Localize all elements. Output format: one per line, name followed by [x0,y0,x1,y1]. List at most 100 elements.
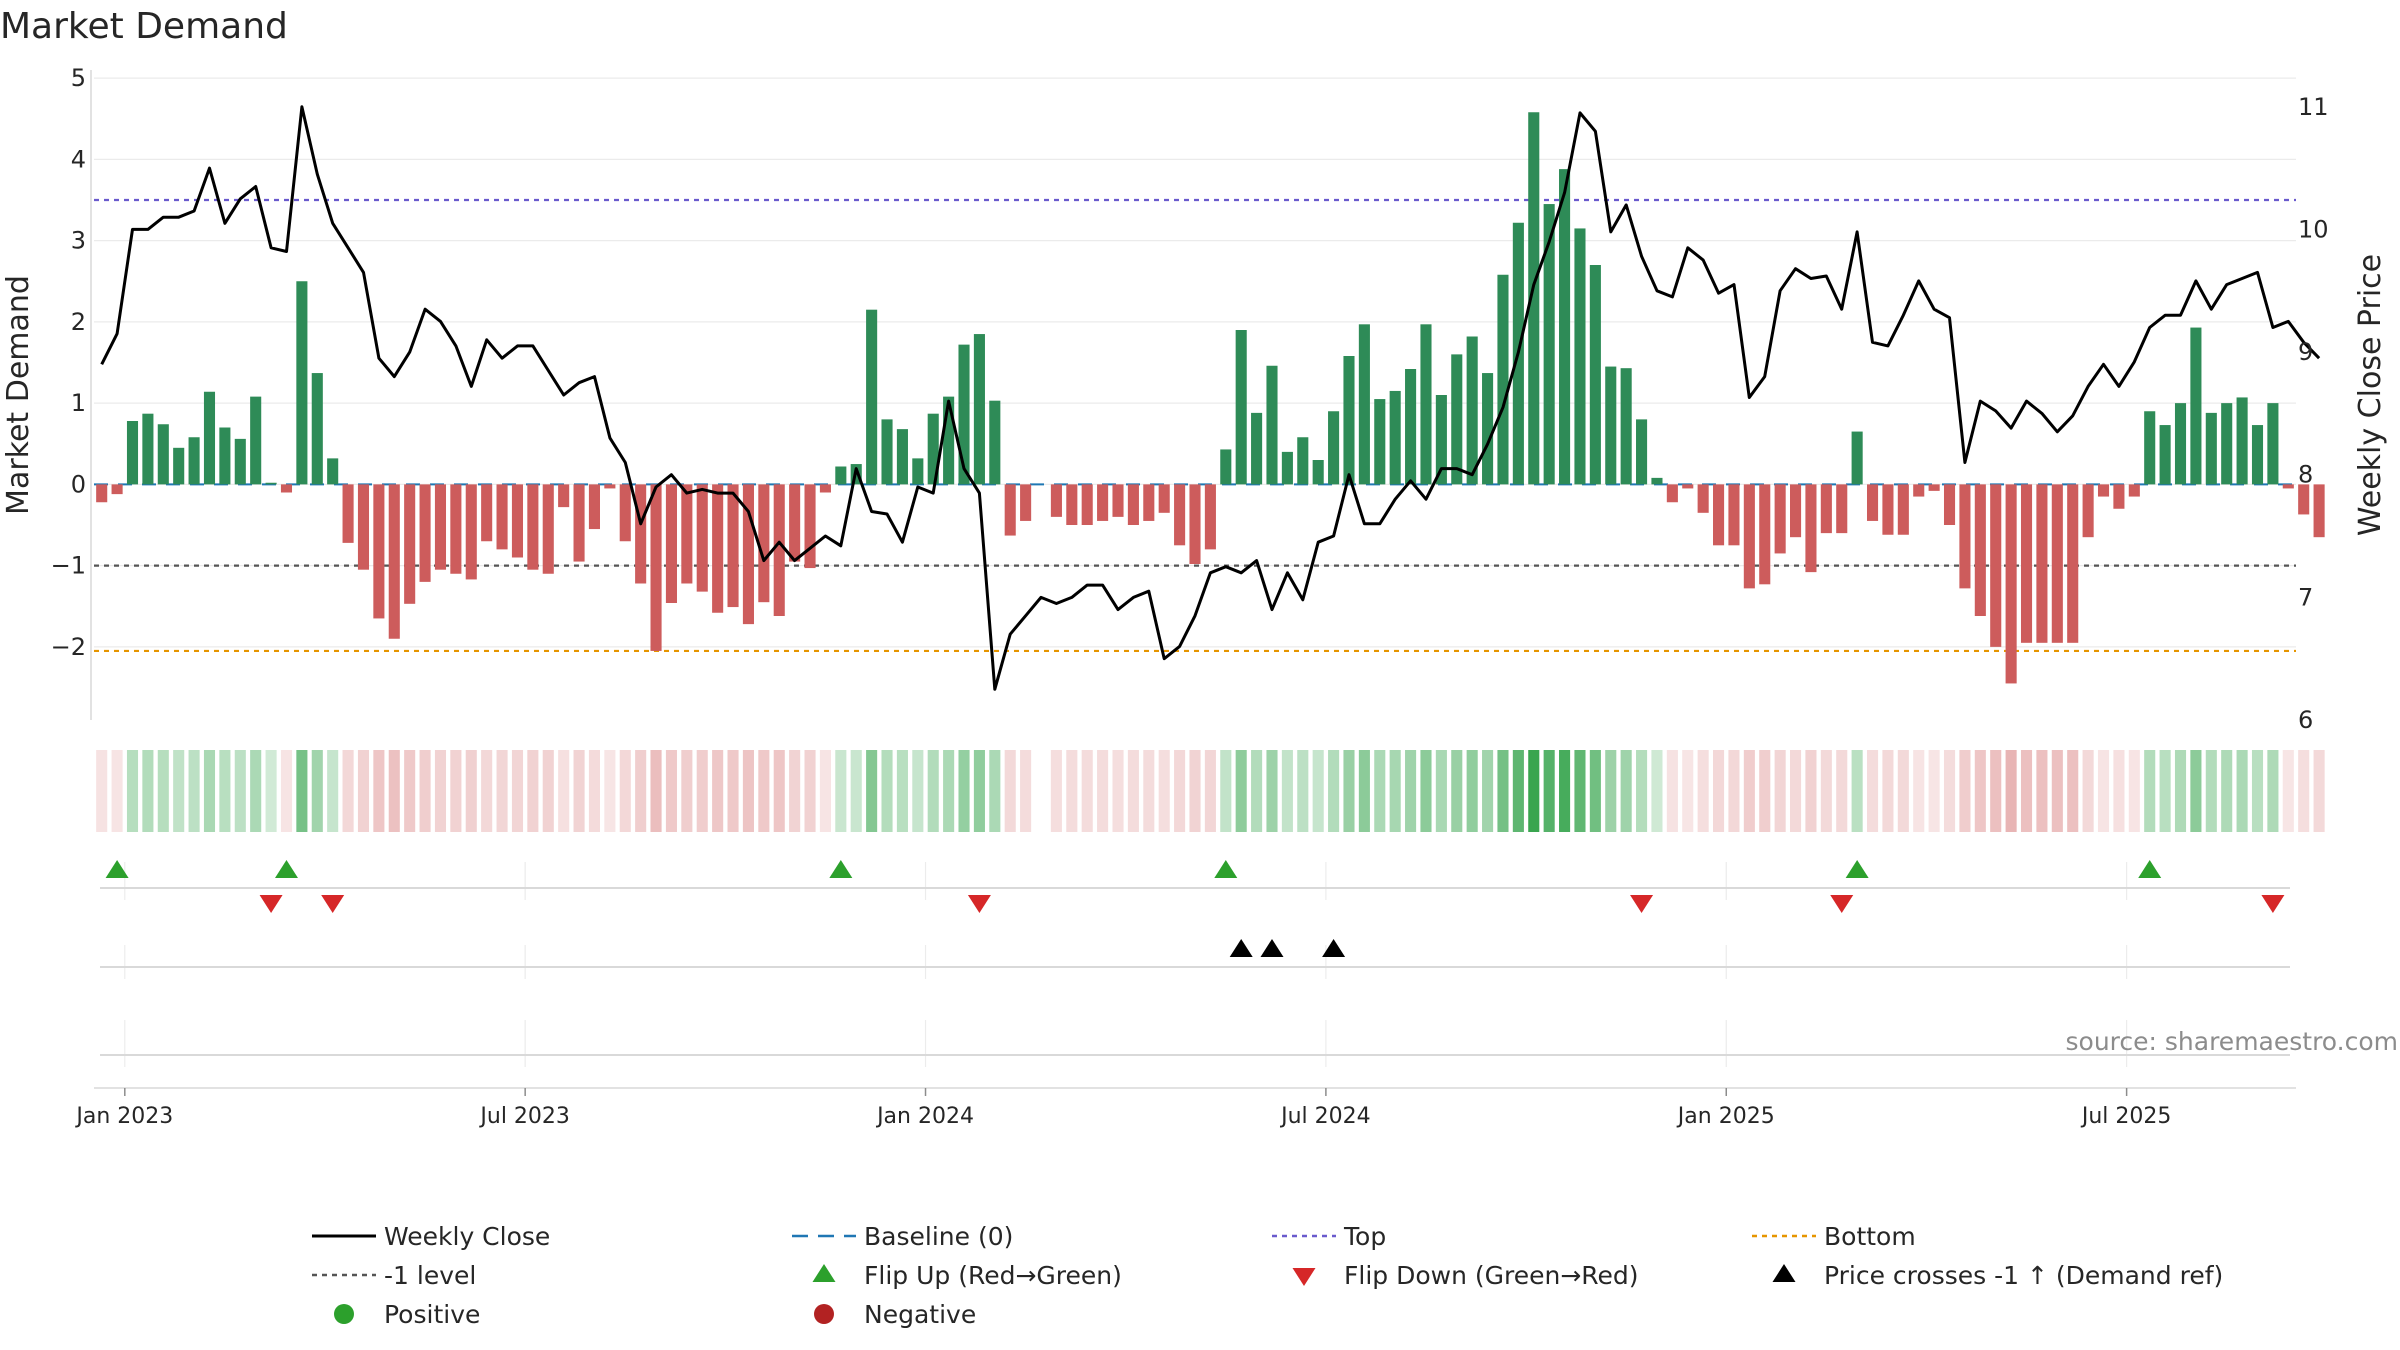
positive-bar-2 [126,421,139,485]
heat-cell-73 [1220,750,1232,832]
negative-bar-68 [1143,484,1155,521]
positive-bar-87 [1435,395,1447,485]
legend: Weekly Close Baseline (0) Top Bottom -1 leve… [312,1222,2223,1329]
negative-bar-125 [2020,484,2033,643]
positive-bar-99 [1620,368,1632,485]
heat-cell-131 [2113,750,2125,832]
heat-cell-28 [527,750,539,832]
negative-bar-118 [1913,484,1925,497]
negative-bar-26 [496,484,508,550]
positive-bar-7 [203,391,216,485]
negative-bar-29 [542,484,554,574]
negative-bar-71 [1189,484,1201,564]
y-tick-label: 1 [71,389,86,417]
positive-bar-82 [1358,324,1370,485]
positive-bar-3 [142,413,154,485]
signal-markers [105,860,2285,957]
negative-bar-119 [1928,484,1940,491]
positive-bar-11 [265,482,277,485]
heat-cell-51 [881,750,893,832]
heat-cell-2 [126,750,139,832]
negative-bar-65 [1097,484,1109,521]
negative-bar-40 [712,484,724,613]
legend-item: Price crosses -1 ↑ (Demand ref) [1772,1261,2223,1290]
heat-cell-69 [1158,750,1170,832]
heat-cell-96 [1574,750,1586,832]
heat-cell-72 [1204,750,1216,832]
heat-cell-115 [1866,750,1879,832]
positive-bar-135 [2174,403,2187,485]
legend-swatch-triangle-down [1292,1268,1316,1286]
heat-cell-20 [404,750,416,832]
negative-bar-24 [465,484,477,580]
negative-bar-144 [2313,484,2325,538]
heat-cell-130 [2097,750,2110,832]
flip-up-marker-4 [1845,860,1869,878]
heat-cell-126 [2036,750,2048,832]
heat-cell-0 [96,750,108,832]
heat-cell-53 [912,750,924,832]
heat-cell-27 [511,750,524,832]
legend-item: Baseline (0) [792,1222,1013,1251]
heat-cell-139 [2236,750,2248,832]
heat-cell-7 [203,750,216,832]
heat-cell-138 [2221,750,2233,832]
negative-bar-69 [1158,484,1170,513]
negative-bar-122 [1974,484,1986,616]
heat-cell-4 [157,750,169,832]
heat-cell-132 [2128,750,2140,832]
heat-cell-119 [1928,750,1940,832]
heat-cell-114 [1851,750,1863,832]
heat-cell-100 [1636,750,1648,832]
legend-item: Flip Down (Green→Red) [1292,1261,1639,1290]
y2-tick-label: 8 [2298,461,2313,489]
positive-bar-14 [311,373,323,485]
heat-cell-129 [2082,750,2094,832]
y-tick-label: −2 [51,633,86,661]
negative-bar-131 [2113,484,2125,509]
negative-bar-59 [1004,484,1016,536]
flip-down-marker-4 [1830,895,1854,913]
positive-bar-93 [1528,112,1540,485]
positive-bar-56 [958,344,970,485]
negative-bar-132 [2128,484,2140,497]
negative-bar-16 [342,484,354,543]
heat-cell-85 [1405,750,1417,832]
heat-cell-31 [573,750,585,832]
negative-bar-35 [635,484,647,584]
heat-cell-42 [742,750,754,832]
y-tick-label: −1 [51,552,86,580]
negative-bar-64 [1081,484,1093,525]
positive-bar-83 [1374,399,1386,485]
legend-item: -1 level [312,1261,476,1290]
negative-bar-32 [588,484,600,530]
legend-label: -1 level [384,1261,476,1290]
heat-cell-54 [927,750,939,832]
negative-bar-28 [527,484,539,570]
flip-up-marker-0 [105,860,129,878]
negative-bar-45 [789,484,801,562]
positive-bar-88 [1451,354,1463,485]
heat-cell-33 [604,750,616,832]
heat-cell-52 [896,750,908,832]
flip-up-marker-5 [2138,860,2162,878]
negative-bar-22 [434,484,447,570]
negative-bar-66 [1112,484,1124,517]
heat-cell-58 [989,750,1001,832]
heat-cell-55 [943,750,955,832]
heat-cell-83 [1374,750,1386,832]
heat-cell-3 [142,750,154,832]
positive-bar-53 [912,458,924,485]
heat-cell-64 [1081,750,1093,832]
flip-down-marker-2 [967,895,991,913]
y-tick-label: 0 [71,470,86,498]
negative-bar-47 [819,484,831,493]
heat-cell-47 [819,750,831,832]
heat-cell-122 [1974,750,1986,832]
heat-cell-21 [419,750,431,832]
positive-bar-54 [927,413,939,485]
positive-bar-137 [2205,412,2217,485]
negative-bar-39 [696,484,708,592]
negative-bar-143 [2298,484,2310,515]
heat-cell-95 [1559,750,1571,832]
